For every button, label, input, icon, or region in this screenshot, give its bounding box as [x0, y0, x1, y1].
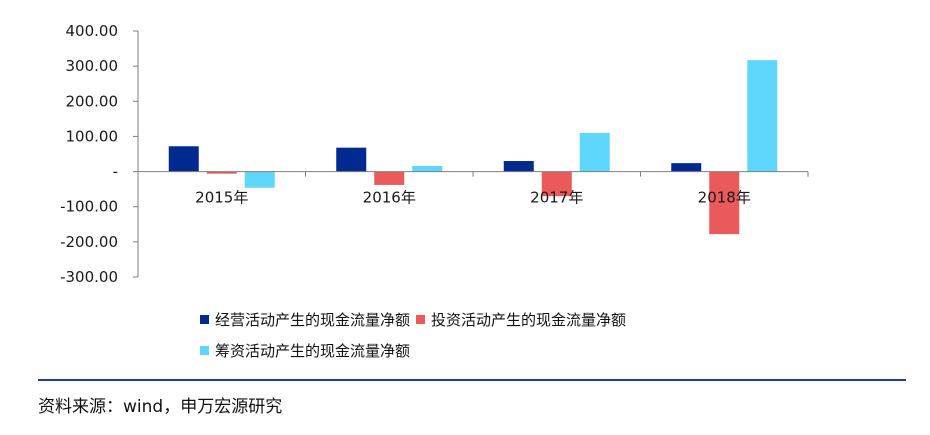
source-note: 资料来源：wind，申万宏源研究 — [38, 397, 283, 417]
x-tick-label: 2016年 — [363, 189, 416, 207]
bar-series-1-4 — [671, 163, 702, 172]
bar-series-2-1 — [206, 171, 237, 174]
legend-label-operating: 经营活动产生的现金流量净额 — [215, 311, 411, 329]
bar-series-1-2 — [336, 147, 367, 172]
y-tick-label: -300.00 — [60, 268, 118, 286]
y-tick-label: -100.00 — [60, 198, 118, 216]
bar-series-2-3 — [541, 171, 572, 197]
legend-item-financing: 筹资活动产生的现金流量净额 — [200, 340, 410, 361]
bars-group — [168, 60, 809, 235]
y-tick-label: 200.00 — [66, 92, 119, 110]
bar-series-2-2 — [374, 171, 405, 185]
x-labels-group: 2015年 2016年 2017年 2018年 — [195, 189, 751, 207]
y-tick-label: 400.00 — [66, 22, 119, 40]
legend-swatch-operating — [200, 315, 209, 324]
bar-series-3-4 — [747, 60, 778, 172]
y-tick-label: -200.00 — [60, 233, 118, 251]
x-tick-label: 2015年 — [195, 189, 248, 207]
legend-item-investing: 投资活动产生的现金流量净额 — [416, 309, 626, 330]
legend-label-investing: 投资活动产生的现金流量净额 — [431, 311, 627, 329]
bar-chart: 400.00 300.00 200.00 100.00 - -100.00 -200.00 -… — [60, 22, 809, 286]
bar-series-3-3 — [579, 132, 610, 172]
divider-line — [38, 379, 906, 381]
x-tick-label: 2018年 — [698, 189, 751, 207]
bar-series-1-1 — [168, 146, 199, 172]
y-ticks-group: 400.00 300.00 200.00 100.00 - -100.00 -200.00 -… — [60, 22, 138, 286]
y-tick-label: 300.00 — [66, 57, 119, 75]
bar-series-3-1 — [244, 171, 275, 188]
y-tick-label: - — [113, 163, 118, 181]
legend-row-1: 经营活动产生的现金流量净额 投资活动产生的现金流量净额 — [200, 309, 626, 330]
legend-swatch-financing — [200, 346, 209, 355]
y-tick-label: 100.00 — [66, 127, 119, 145]
x-tick-label: 2017年 — [530, 189, 583, 207]
bar-series-3-2 — [412, 165, 443, 172]
legend-row-2: 筹资活动产生的现金流量净额 — [200, 340, 410, 361]
bar-series-2-4 — [709, 171, 740, 235]
legend-item-operating: 经营活动产生的现金流量净额 — [200, 309, 410, 330]
legend-label-financing: 筹资活动产生的现金流量净额 — [215, 342, 411, 360]
bar-series-1-3 — [503, 161, 534, 172]
legend-swatch-investing — [416, 315, 426, 324]
